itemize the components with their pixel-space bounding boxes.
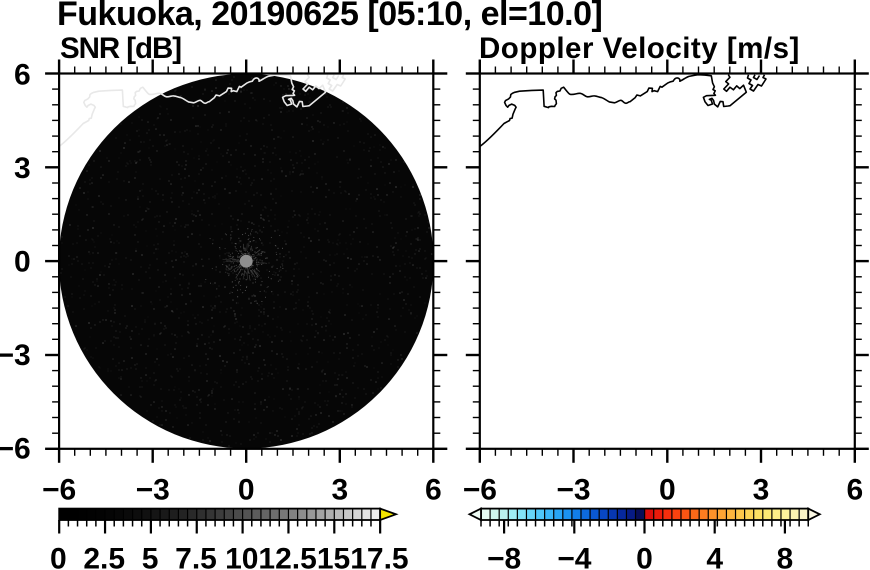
svg-text:7.5: 7.5 [175, 543, 217, 570]
svg-text:3: 3 [14, 152, 31, 185]
svg-text:−8: −8 [487, 543, 521, 570]
svg-text:0: 0 [238, 474, 255, 507]
svg-text:−6: −6 [42, 474, 76, 507]
svg-text:SNR [dB]: SNR [dB] [60, 32, 181, 65]
svg-text:12.5: 12.5 [258, 543, 316, 570]
svg-text:−3: −3 [136, 474, 170, 507]
svg-text:6: 6 [14, 58, 31, 91]
svg-text:Fukuoka, 20190625 [05:10, el=1: Fukuoka, 20190625 [05:10, el=10.0] [57, 0, 602, 33]
svg-text:−4: −4 [557, 543, 592, 570]
svg-text:3: 3 [331, 474, 348, 507]
svg-text:−3: −3 [0, 339, 31, 372]
svg-text:6: 6 [846, 474, 863, 507]
svg-text:0: 0 [14, 245, 31, 278]
svg-text:3: 3 [753, 474, 770, 507]
svg-text:−6: −6 [463, 474, 497, 507]
svg-text:4: 4 [706, 543, 723, 570]
svg-text:−6: −6 [0, 433, 31, 466]
svg-text:0: 0 [50, 543, 67, 570]
svg-text:2.5: 2.5 [83, 543, 125, 570]
svg-text:0: 0 [636, 543, 653, 570]
svg-text:Doppler Velocity [m/s]: Doppler Velocity [m/s] [479, 32, 800, 65]
svg-text:6: 6 [425, 474, 442, 507]
svg-text:10: 10 [225, 543, 258, 570]
svg-text:5: 5 [142, 543, 159, 570]
svg-text:15: 15 [317, 543, 350, 570]
svg-text:0: 0 [659, 474, 676, 507]
svg-text:17.5: 17.5 [350, 543, 408, 570]
svg-text:8: 8 [777, 543, 794, 570]
svg-text:−3: −3 [556, 474, 590, 507]
